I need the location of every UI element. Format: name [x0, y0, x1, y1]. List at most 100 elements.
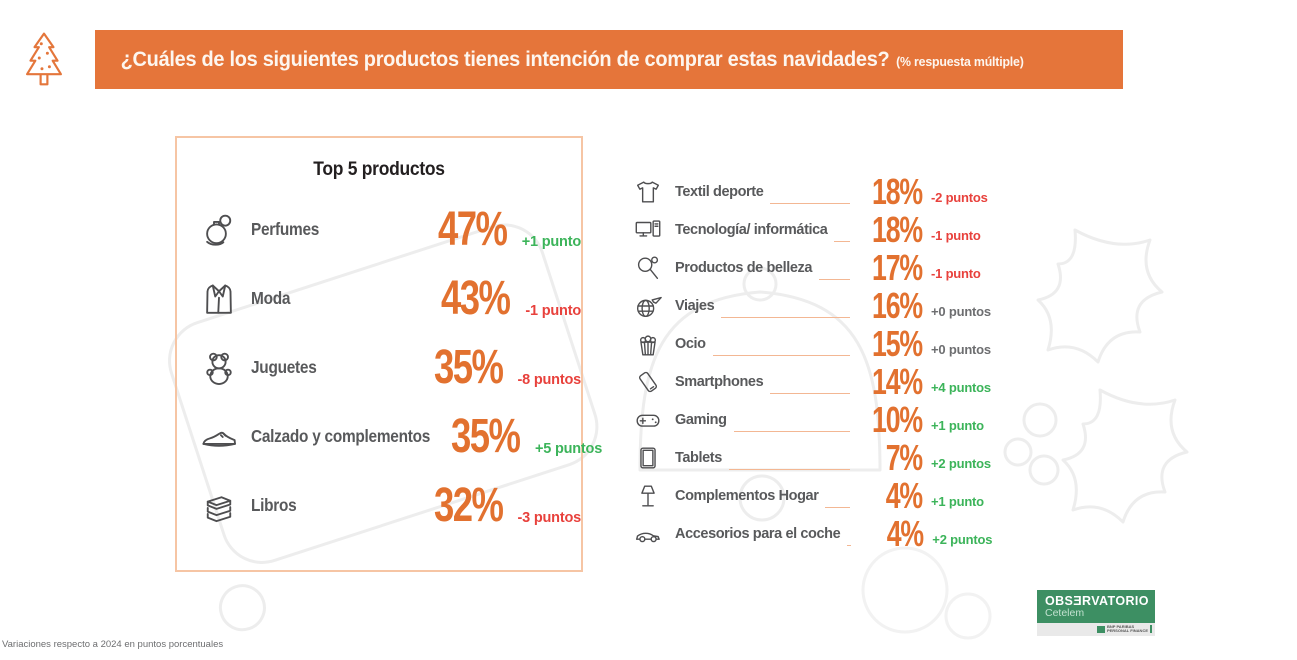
teddy-bear-icon	[199, 348, 239, 388]
smartphone-icon	[633, 367, 663, 397]
bell-watermark	[638, 266, 882, 522]
car-icon	[633, 519, 663, 549]
product-label: Libros	[251, 495, 297, 515]
product-label: Calzado y complementos	[251, 426, 431, 446]
perfume-icon	[199, 210, 239, 250]
product-delta: -8 puntos	[517, 371, 582, 388]
product-row: Smartphones 14% +4 puntos	[633, 363, 1035, 401]
leader-line	[728, 469, 850, 470]
mirror-icon	[633, 253, 663, 283]
product-percentage: 7%	[885, 437, 923, 478]
bnp-line1: BNP PARIBAS	[1106, 624, 1135, 630]
product-delta: +2 puntos	[932, 531, 993, 547]
product-row: Accesorios para el coche 4% +2 puntos	[633, 515, 1035, 553]
product-percentage: 10%	[872, 399, 923, 440]
product-percentage: 15%	[872, 323, 923, 364]
footnote: Variaciones respecto a 2024 en puntos po…	[2, 639, 224, 650]
popcorn-icon	[633, 329, 663, 359]
product-label: Ocio	[675, 336, 706, 352]
leader-line	[825, 507, 850, 508]
question-subtitle: (% respuesta múltiple)	[896, 53, 1024, 69]
logo-sub-text: Cetelem	[1045, 607, 1085, 620]
question-title: ¿Cuáles de los siguientes productos tien…	[120, 47, 890, 71]
gamepad-icon	[633, 405, 663, 435]
product-delta: +5 puntos	[535, 440, 603, 457]
globe-plane-icon	[633, 291, 663, 321]
top5-product-row: Calzado y complementos 35% +5 puntos	[177, 402, 602, 471]
leader-line	[770, 393, 850, 394]
product-label: Productos de belleza	[675, 260, 813, 276]
christmas-tree-icon	[26, 32, 62, 86]
lamp-icon	[633, 481, 663, 511]
leader-line	[847, 545, 852, 546]
product-label: Juguetes	[251, 357, 317, 377]
product-label: Textil deporte	[675, 184, 764, 200]
product-percentage: 18%	[872, 209, 923, 250]
product-label: Tablets	[675, 450, 722, 466]
product-row: Complementos Hogar 4% +1 punto	[633, 477, 1035, 515]
other-products-list: Textil deporte 18% -2 puntos Tecnología/…	[633, 173, 1035, 553]
bnp-paribas-text: BNP PARIBAS PERSONAL FINANCE	[1106, 624, 1148, 634]
product-percentage: 4%	[885, 475, 923, 516]
product-percentage: 4%	[887, 513, 924, 554]
product-percentage: 35%	[433, 340, 504, 394]
gift-watermark	[168, 223, 599, 632]
bnp-green-bar	[1150, 625, 1152, 634]
question-banner: ¿Cuáles de los siguientes productos tien…	[95, 30, 1123, 89]
product-delta: +0 puntos	[931, 341, 991, 357]
product-delta: -3 puntos	[517, 509, 582, 526]
leader-line	[733, 431, 850, 432]
top5-product-row: Perfumes 47% +1 punto	[177, 195, 581, 264]
product-row: Textil deporte 18% -2 puntos	[633, 173, 1035, 211]
product-delta: -1 punto	[525, 302, 581, 319]
product-row: Tablets 7% +2 puntos	[633, 439, 1035, 477]
product-percentage: 16%	[872, 285, 923, 326]
product-row: Productos de belleza 17% -1 punto	[633, 249, 1035, 287]
product-label: Complementos Hogar	[675, 488, 819, 504]
tablet-icon	[633, 443, 663, 473]
computer-icon	[633, 215, 663, 245]
product-percentage: 18%	[872, 171, 923, 212]
holly-watermark	[1003, 228, 1189, 524]
top5-products-box: Top 5 productos Perfumes 47% +1 punto Mo…	[175, 136, 602, 572]
product-delta: +0 puntos	[931, 303, 991, 319]
leader-line	[770, 203, 850, 204]
bnp-paribas-strip: BNP PARIBAS PERSONAL FINANCE	[1037, 622, 1155, 636]
product-delta: -2 puntos	[931, 189, 988, 205]
top5-product-row: Juguetes 35% -8 puntos	[177, 333, 581, 402]
product-percentage: 32%	[433, 478, 504, 532]
product-label: Moda	[251, 288, 291, 308]
product-percentage: 43%	[441, 271, 511, 325]
product-label: Tecnología/ informática	[675, 222, 828, 238]
product-delta: +2 puntos	[931, 455, 991, 471]
logo-brand-text: OBSƎRVATORIO	[1045, 594, 1149, 608]
product-percentage: 17%	[872, 247, 923, 288]
leader-line	[712, 355, 850, 356]
logo-green-panel: OBSƎRVATORIO Cetelem	[1037, 590, 1155, 623]
top5-title: Top 5 productos	[313, 159, 445, 180]
product-row: Viajes 16% +0 puntos	[633, 287, 1035, 325]
product-percentage: 14%	[872, 361, 923, 402]
tshirt-icon	[633, 177, 663, 207]
leader-line	[819, 279, 850, 280]
product-percentage: 35%	[451, 409, 521, 463]
bnp-paribas-icon	[1096, 625, 1105, 633]
suit-icon	[199, 279, 239, 319]
product-row: Gaming 10% +1 punto	[633, 401, 1035, 439]
product-label: Perfumes	[251, 219, 320, 239]
product-delta: -1 punto	[931, 265, 981, 281]
top5-rows: Perfumes 47% +1 punto Moda 43% -1 punto …	[177, 195, 602, 540]
product-percentage: 47%	[437, 202, 508, 256]
product-row: Ocio 15% +0 puntos	[633, 325, 1035, 363]
product-delta: +1 punto	[521, 233, 581, 250]
product-delta: -1 punto	[931, 227, 981, 243]
top5-product-row: Libros 32% -3 puntos	[177, 471, 581, 540]
product-label: Viajes	[675, 298, 715, 314]
question-banner-text: ¿Cuáles de los siguientes productos tien…	[95, 48, 1024, 72]
leader-line	[721, 317, 850, 318]
bnp-line2: PERSONAL FINANCE	[1106, 628, 1148, 634]
leader-line	[834, 241, 850, 242]
shoe-icon	[199, 417, 239, 457]
